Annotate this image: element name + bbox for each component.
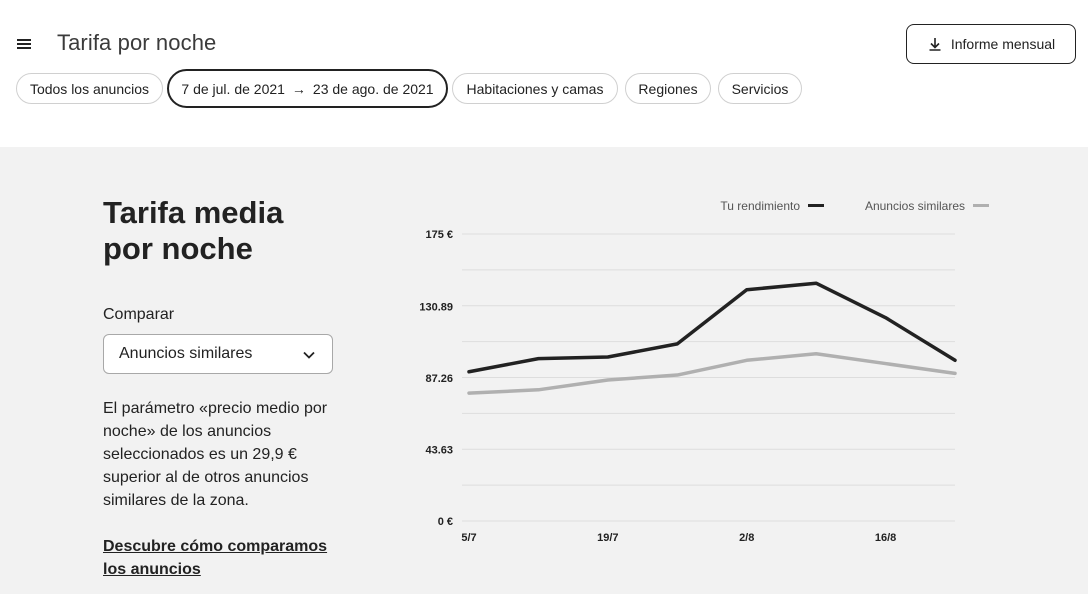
series-line-anuncios-similares <box>467 351 957 395</box>
section-title: Tarifa media por noche <box>103 195 363 267</box>
download-icon <box>929 38 941 51</box>
date-start: 7 de jul. de 2021 <box>181 80 285 97</box>
chevron-down-icon <box>303 351 315 359</box>
legend-anuncios-similares-label: Anuncios similares <box>865 199 965 213</box>
y-tick-label: 0 € <box>438 516 453 528</box>
x-tick-label: 16/8 <box>875 532 896 544</box>
chart-x-axis: 5/7 19/7 2/8 16/8 <box>461 532 896 544</box>
filter-services[interactable]: Servicios <box>718 73 802 104</box>
menu-icon[interactable] <box>12 32 38 56</box>
chart-y-axis: 175 € 130.89 87.26 43.63 0 € <box>419 229 453 528</box>
x-tick-label: 19/7 <box>597 532 618 544</box>
y-tick-label: 87.26 <box>425 373 453 385</box>
y-tick-label: 130.89 <box>419 301 453 313</box>
legend-tu-rendimiento-label: Tu rendimiento <box>720 199 800 213</box>
comparison-description: El parámetro «precio medio por noche» de… <box>103 400 328 509</box>
page-header: Tarifa por noche Informe mensual Todos l… <box>0 0 1088 147</box>
monthly-report-button[interactable]: Informe mensual <box>906 24 1076 64</box>
arrow-right-icon: → <box>291 80 306 97</box>
y-tick-label: 43.63 <box>425 444 453 456</box>
compare-label: Comparar <box>103 306 175 323</box>
series-line-tu-rendimiento <box>467 281 957 374</box>
y-tick-label: 175 € <box>425 229 453 241</box>
x-tick-label: 5/7 <box>461 532 476 544</box>
chart-grid <box>462 233 955 522</box>
monthly-report-label: Informe mensual <box>950 36 1056 52</box>
filter-date-range[interactable]: 7 de jul. de 2021 → 23 de ago. de 2021 <box>167 69 448 108</box>
filter-regions[interactable]: Regiones <box>625 73 711 104</box>
section-title-line2: por noche <box>103 231 253 266</box>
compare-select[interactable]: Anuncios similares <box>103 334 333 374</box>
chart-series <box>467 281 957 395</box>
filter-rooms-beds[interactable]: Habitaciones y camas <box>452 73 618 104</box>
page-title: Tarifa por noche <box>57 30 217 55</box>
learn-comparison-link[interactable]: Descubre cómo comparamos los anuncios <box>103 538 328 578</box>
compare-select-value: Anuncios similares <box>119 345 253 362</box>
date-end: 23 de ago. de 2021 <box>312 80 434 97</box>
main-content: Tarifa media por noche Comparar Anuncios… <box>0 147 1088 594</box>
filter-all-listings[interactable]: Todos los anuncios <box>16 73 163 104</box>
x-tick-label: 2/8 <box>739 532 754 544</box>
legend-anuncios-similares-swatch <box>973 204 989 207</box>
section-title-line1: Tarifa media <box>103 195 284 230</box>
chart-legend: Tu rendimiento Anuncios similares <box>720 199 989 213</box>
legend-tu-rendimiento-swatch <box>808 204 824 207</box>
